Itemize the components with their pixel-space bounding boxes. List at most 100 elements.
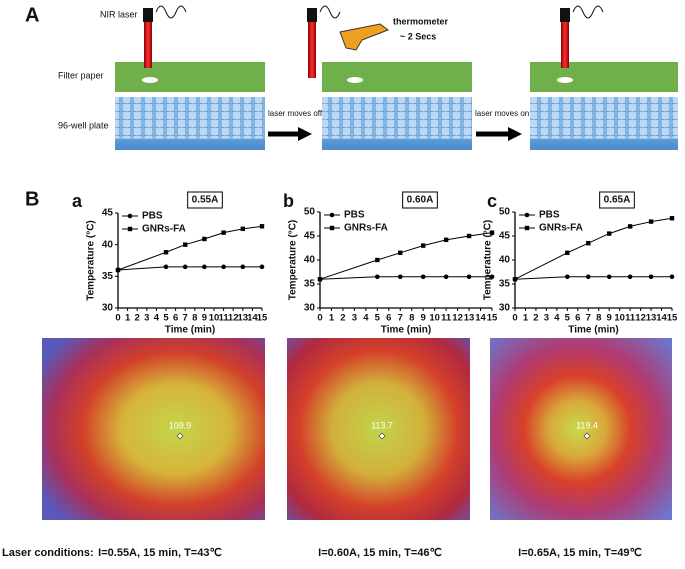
x-tick-label: 8 <box>192 313 197 324</box>
y-axis-label: Temperature (°C) <box>483 220 494 301</box>
marker <box>648 274 654 280</box>
y-axis-label: Temperature (°C) <box>86 220 97 301</box>
marker <box>163 264 169 270</box>
marker <box>585 274 591 280</box>
x-axis-label: Time (min) <box>165 325 215 336</box>
marker <box>607 231 612 236</box>
y-tick-label: 30 <box>304 303 316 314</box>
x-axis-label: Time (min) <box>381 325 431 336</box>
x-tick-label: 10 <box>209 313 220 324</box>
x-tick-label: 7 <box>398 313 403 324</box>
x-tick-label: 8 <box>596 313 601 324</box>
arrow <box>268 127 312 141</box>
reading: 113.7 <box>371 420 393 430</box>
marker <box>586 241 591 246</box>
legend-label: PBS <box>142 211 163 222</box>
x-tick-label: 1 <box>125 313 131 324</box>
x-tick-label: 9 <box>202 313 207 324</box>
marker <box>606 274 612 280</box>
marker <box>397 274 403 280</box>
x-tick-label: 0 <box>115 313 120 324</box>
chart-title: 0.65A <box>604 195 631 206</box>
marker <box>317 277 323 282</box>
marker <box>115 267 121 273</box>
series-line <box>319 276 492 280</box>
x-tick-label: 1 <box>523 313 529 324</box>
x-tick-label: 14 <box>656 313 667 324</box>
label: laser moves on <box>475 109 529 118</box>
x-tick-label: 6 <box>386 313 391 324</box>
marker <box>565 250 570 255</box>
label: Filter paper <box>58 70 104 80</box>
x-tick-label: 12 <box>452 313 463 324</box>
y-tick-label: 45 <box>304 231 316 242</box>
y-tick-label: 35 <box>304 279 316 290</box>
panel-letter: c <box>487 191 497 211</box>
x-tick-label: 15 <box>487 313 498 324</box>
condition: I=0.55A, 15 min, T=43℃ <box>98 547 222 559</box>
x-tick-label: 9 <box>607 313 612 324</box>
marker <box>183 242 188 247</box>
series-line <box>117 266 262 271</box>
marker <box>489 230 495 235</box>
x-tick-label: 11 <box>625 313 636 324</box>
panel-letter: A <box>25 4 39 26</box>
legend-label: GNRs-FA <box>142 224 186 235</box>
arrow <box>476 127 522 141</box>
x-tick-label: 9 <box>421 313 426 324</box>
x-tick-label: 6 <box>575 313 580 324</box>
x-tick-label: 2 <box>340 313 345 324</box>
marker <box>627 224 633 229</box>
condition: I=0.65A, 15 min, T=49℃ <box>518 547 642 559</box>
marker <box>375 274 380 280</box>
y-axis-label: Temperature (°C) <box>288 220 299 301</box>
x-tick-label: 10 <box>429 313 440 324</box>
x-tick-label: 5 <box>163 313 169 324</box>
x-tick-label: 10 <box>614 313 625 324</box>
panel-letter: a <box>72 191 83 211</box>
marker <box>627 274 633 280</box>
y-tick-label: 30 <box>499 303 511 314</box>
setup-right <box>530 5 678 150</box>
reading: 119.4 <box>576 420 598 430</box>
x-tick-label: 0 <box>512 313 517 324</box>
reading: 109.9 <box>169 420 192 430</box>
marker <box>489 274 495 280</box>
x-tick-label: 4 <box>154 313 160 324</box>
marker <box>259 224 265 229</box>
x-tick-label: 4 <box>554 313 560 324</box>
x-tick-label: 7 <box>183 313 188 324</box>
x-tick-label: 11 <box>441 313 452 324</box>
x-tick-label: 13 <box>646 313 657 324</box>
x-tick-label: 13 <box>464 313 475 324</box>
x-tick-label: 5 <box>375 313 381 324</box>
x-tick-label: 15 <box>257 313 268 324</box>
panel-letter: b <box>283 191 294 211</box>
y-tick-label: 30 <box>102 303 114 314</box>
setup-left <box>115 5 265 150</box>
series-line <box>514 276 672 280</box>
marker <box>512 277 518 282</box>
label: NIR laser <box>100 9 138 19</box>
x-tick-label: 7 <box>586 313 591 324</box>
chart-title: 0.55A <box>192 195 219 206</box>
x-tick-label: 12 <box>635 313 646 324</box>
legend-marker <box>524 212 530 218</box>
x-tick-label: 15 <box>667 313 678 324</box>
y-tick-label: 40 <box>304 255 316 266</box>
x-tick-label: 13 <box>238 313 249 324</box>
label: ~ 2 Secs <box>400 31 436 41</box>
thermal-image: 109.9 113.7 119.4 <box>42 338 672 520</box>
marker <box>259 264 265 270</box>
legend-label: GNRs-FA <box>539 223 583 234</box>
x-tick-label: 2 <box>533 313 538 324</box>
marker <box>163 250 169 255</box>
x-axis-label: Time (min) <box>568 325 618 336</box>
marker <box>240 264 246 270</box>
x-tick-label: 12 <box>228 313 239 324</box>
marker <box>443 237 449 243</box>
x-tick-label: 5 <box>565 313 571 324</box>
chart-title: 0.60A <box>407 195 434 206</box>
